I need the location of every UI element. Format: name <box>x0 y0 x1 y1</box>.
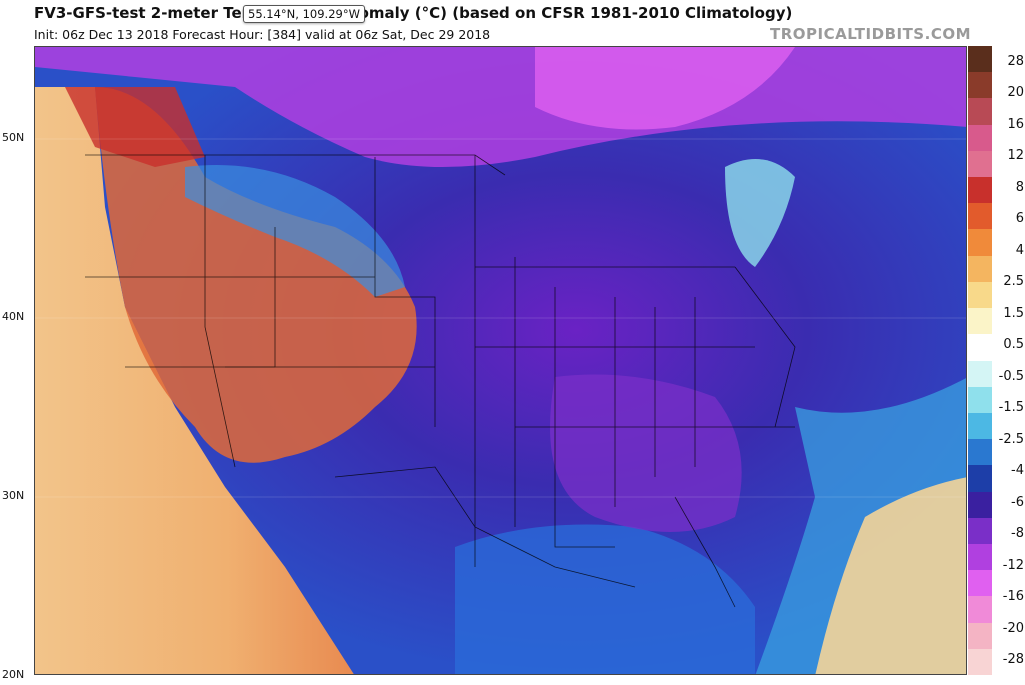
colorbar-segment <box>968 72 992 99</box>
map-title: FV3-GFS-test 2-meter Temperature Anomaly… <box>34 4 793 22</box>
header: FV3-GFS-test 2-meter Temperature Anomaly… <box>0 0 1025 46</box>
colorbar-segment <box>968 570 992 597</box>
lat-label-40n: 40N <box>2 310 25 323</box>
colorbar-label: 2.5 <box>1003 274 1024 290</box>
colorbar-label: -28 <box>1002 652 1024 667</box>
colorbar-segment <box>968 596 992 624</box>
colorbar-segment <box>968 465 992 493</box>
state-boundaries <box>85 154 796 608</box>
west-warm-anomaly <box>95 87 417 463</box>
colorbar-segment <box>968 229 992 257</box>
lat-label-20n: 20N <box>2 668 25 681</box>
colorbar-label: -16 <box>1002 589 1024 605</box>
colorbar-label: -2.5 <box>998 431 1024 447</box>
rockies-cool-band <box>185 165 405 297</box>
colorbar-segment <box>968 124 992 152</box>
map-canvas[interactable] <box>35 47 967 675</box>
colorbar-segment <box>968 360 992 388</box>
colorbar-label: 12 <box>1007 148 1024 164</box>
lat-label-30n: 30N <box>2 489 25 502</box>
colorbar-segment <box>968 150 992 178</box>
colorbar-label: 8 <box>1015 179 1024 195</box>
map-subtitle: Init: 06z Dec 13 2018 Forecast Hour: [38… <box>34 27 491 42</box>
colorbar-segment <box>968 98 992 126</box>
brand-watermark[interactable]: TROPICALTIDBITS.COM <box>770 25 971 43</box>
colorbar-segment <box>968 334 992 361</box>
coordinate-tooltip: 55.14°N, 109.29°W <box>243 5 365 23</box>
colorbar-segment <box>968 203 992 230</box>
colorbar-segment <box>968 386 992 414</box>
colorbar-segment <box>968 491 992 519</box>
colorbar-segment <box>968 281 992 309</box>
colorbar <box>968 46 992 676</box>
colorbar-segment <box>968 517 992 545</box>
anomaly-map[interactable] <box>34 46 967 675</box>
great-lakes-anomaly <box>725 159 795 267</box>
colorbar-label: 6 <box>1015 211 1024 227</box>
colorbar-segment <box>968 648 992 676</box>
southeast-cold-core <box>550 374 742 532</box>
colorbar-segment <box>968 439 992 466</box>
hudson-extreme-cold <box>535 47 795 130</box>
colorbar-segment <box>968 177 992 204</box>
colorbar-label: 0.5 <box>1003 337 1024 353</box>
colorbar-label: -6 <box>1011 494 1024 510</box>
graticule <box>35 138 966 498</box>
colorbar-label: -0.5 <box>998 368 1024 384</box>
colorbar-label: 16 <box>1007 116 1024 132</box>
colorbar-segment <box>968 46 992 73</box>
atlantic-warm-region <box>815 477 966 674</box>
colorbar-label: 1.5 <box>1003 305 1024 321</box>
colorbar-label: -1.5 <box>998 400 1024 416</box>
gulf-of-mexico-anomaly <box>455 524 755 674</box>
colorbar-label: -8 <box>1011 526 1024 542</box>
colorbar-label: -12 <box>1002 557 1024 573</box>
colorbar-label: 4 <box>1015 242 1024 258</box>
colorbar-segment <box>968 412 992 440</box>
colorbar-label: -20 <box>1002 620 1024 636</box>
colorbar-label: 20 <box>1007 85 1024 101</box>
northwest-warm-patch <box>65 87 205 167</box>
colorbar-segment <box>968 543 992 571</box>
colorbar-label: -4 <box>1011 463 1024 479</box>
colorbar-segment <box>968 622 992 650</box>
colorbar-segment <box>968 308 992 335</box>
lat-label-50n: 50N <box>2 131 25 144</box>
colorbar-segment <box>968 255 992 283</box>
pacific-warm-region <box>35 87 354 674</box>
colorbar-label: 28 <box>1007 54 1024 69</box>
